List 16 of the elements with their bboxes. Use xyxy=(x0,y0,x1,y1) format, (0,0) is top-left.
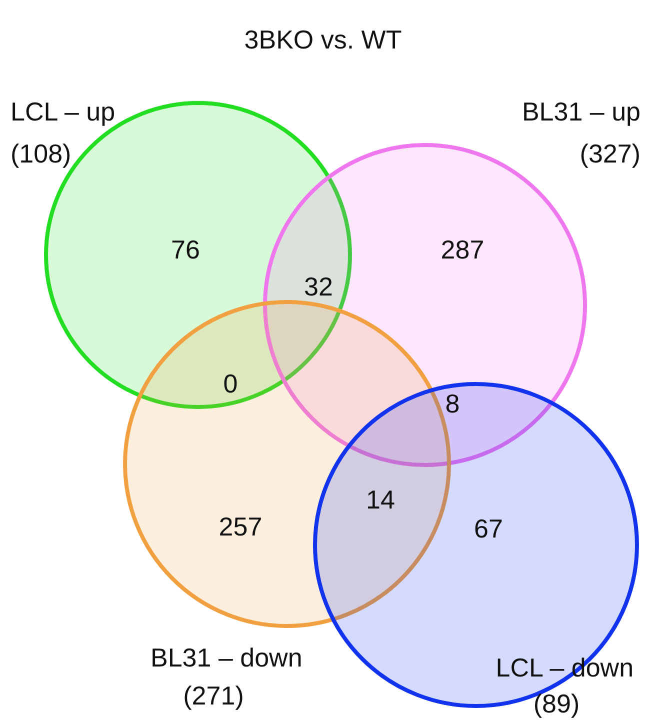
text: 8 xyxy=(445,388,460,418)
category-label: BL31 – down xyxy=(150,642,302,672)
category-label: BL31 – up xyxy=(522,96,641,126)
text: 287 xyxy=(440,234,484,264)
text: 257 xyxy=(218,512,262,542)
text: 0 xyxy=(223,368,238,398)
text: 76 xyxy=(171,234,200,264)
data-label: (89) xyxy=(533,688,580,718)
data-label: (271) xyxy=(183,680,244,710)
text: 32 xyxy=(304,272,333,302)
text: 14 xyxy=(366,484,395,514)
data-label: (108) xyxy=(10,138,72,168)
text: 67 xyxy=(474,514,503,544)
data-label: (327) xyxy=(580,138,641,168)
text: 3BKO vs. WT xyxy=(244,24,402,54)
category-label: LCL – up xyxy=(10,96,116,126)
